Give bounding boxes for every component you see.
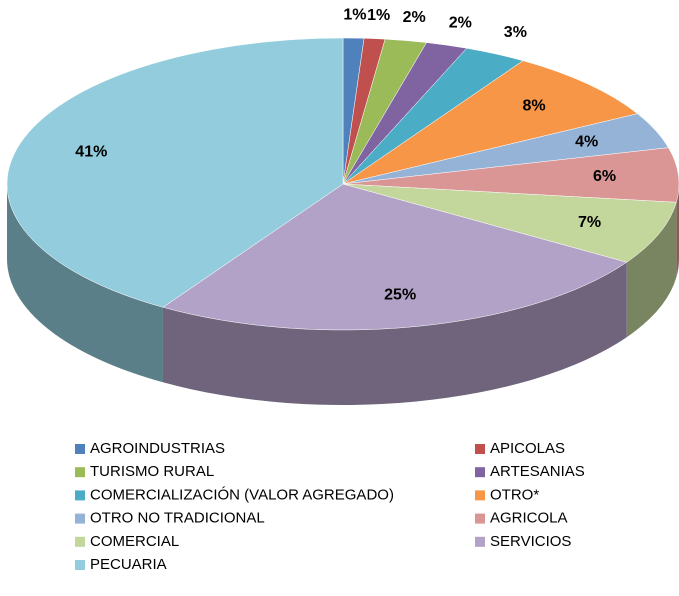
legend-swatch (75, 536, 85, 547)
legend-label: OTRO* (490, 486, 539, 503)
slice (162, 183, 628, 331)
legend-swatch (75, 490, 85, 501)
legend-label: APICOLAS (490, 440, 565, 457)
pie-sides (7, 184, 679, 405)
slice-side (162, 262, 627, 405)
data-label: 4% (575, 133, 598, 150)
data-label: 2% (449, 14, 472, 31)
slice (342, 60, 638, 185)
legend-label: AGROINDUSTRIAS (90, 440, 225, 457)
legend-swatch (75, 560, 85, 570)
slice-side (676, 184, 679, 278)
legend-swatch (475, 467, 485, 478)
slice (6, 37, 344, 308)
legend-swatch (475, 444, 485, 454)
legend-label: COMERCIALIZACIÓN (VALOR AGREGADO) (90, 486, 394, 503)
data-label: 8% (522, 97, 545, 114)
data-label: 2% (403, 9, 426, 26)
slice-side (7, 184, 163, 383)
slice (342, 183, 677, 263)
legend-label: TURISMO RURAL (90, 463, 214, 480)
legend-swatch (475, 513, 485, 524)
legend-label: SERVICIOS (490, 533, 571, 550)
legend-label: PECUARIA (90, 556, 167, 573)
legend-swatch (475, 536, 485, 547)
data-label: 1% (367, 7, 390, 24)
legend-label: ARTESANIAS (490, 463, 585, 480)
data-label: 7% (578, 214, 601, 231)
data-label: 1% (343, 6, 366, 23)
data-label: 6% (593, 168, 616, 185)
data-label: 41% (75, 143, 107, 160)
legend-label: COMERCIAL (90, 533, 179, 550)
legend-label: AGRICOLA (490, 510, 568, 527)
legend-swatch (75, 467, 85, 478)
slice (342, 147, 679, 203)
slice-side (626, 202, 677, 338)
legend-label: OTRO NO TRADICIONAL (90, 510, 265, 527)
legend-swatch (75, 513, 85, 524)
legend-swatch (475, 490, 485, 501)
legend-swatch (75, 444, 85, 454)
data-label: 25% (384, 286, 416, 303)
data-label: 3% (504, 24, 527, 41)
